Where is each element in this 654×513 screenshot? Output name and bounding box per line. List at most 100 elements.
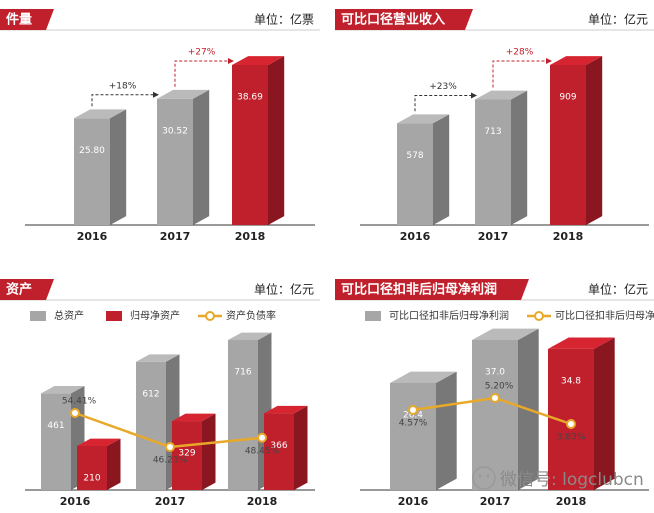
unit-label: 单位：亿元 <box>588 282 648 297</box>
bar-side <box>436 371 457 490</box>
unit-label: 单位：亿元 <box>254 282 314 297</box>
legend-label: 可比口径扣非后归母净利润率 <box>555 309 654 322</box>
value-label: 26.4 <box>403 410 423 420</box>
growth-arrowhead <box>228 58 234 64</box>
x-tick-label: 2016 <box>400 230 431 243</box>
bar-side <box>110 109 127 225</box>
value-label: 34.8 <box>561 376 581 386</box>
value-label: 37.0 <box>485 368 505 378</box>
value-label: 909 <box>559 93 576 103</box>
legend-marker <box>205 311 215 321</box>
line-point <box>165 442 175 452</box>
bar-top <box>472 328 539 340</box>
bar-side <box>268 56 285 226</box>
legend-label: 资产负债率 <box>226 309 276 322</box>
legend-label: 可比口径扣非后归母净利润 <box>389 309 509 322</box>
bar <box>472 340 518 490</box>
chart-panel: 件量 单位：亿票 2016 2017 2018 25.80 30.52 38.69 +18% +2… <box>0 9 320 243</box>
chart-title: 可比口径扣非后归母净利润 <box>341 282 497 298</box>
x-tick-label: 2018 <box>553 230 584 243</box>
x-tick-label: 2017 <box>480 495 511 508</box>
value-label: 30.52 <box>162 126 188 136</box>
growth-label: +28% <box>506 48 534 58</box>
x-tick-label: 2016 <box>77 230 108 243</box>
value-label: 578 <box>406 151 423 161</box>
x-tick-label: 2017 <box>478 230 509 243</box>
bar-side <box>193 89 210 225</box>
chart-panel: 可比口径营业收入 单位：亿元 2016 2017 2018 578 713 909 +23% +2… <box>335 9 654 243</box>
legend-swatch <box>365 311 381 321</box>
legend-label: 总资产 <box>54 309 84 322</box>
bar-top <box>397 114 450 124</box>
bar-top <box>548 337 615 349</box>
line-point <box>70 408 80 418</box>
wechat-icon-eye <box>486 474 490 478</box>
chart-title: 可比口径营业收入 <box>341 12 445 28</box>
growth-arrow <box>492 60 546 88</box>
bar <box>136 361 166 490</box>
value-label: 25.80 <box>79 146 105 156</box>
growth-arrowhead <box>471 92 477 99</box>
title-banner <box>335 9 473 30</box>
bar-side <box>202 413 216 490</box>
line-point <box>257 432 267 443</box>
x-tick-label: 2017 <box>160 230 191 243</box>
bar <box>264 413 294 490</box>
growth-label: +18% <box>109 81 137 91</box>
value-label: 461 <box>47 421 64 431</box>
title-banner <box>0 9 54 30</box>
line-value-label: 46.23% <box>153 456 188 466</box>
line-value-label: 3.83% <box>557 433 586 443</box>
value-label: 329 <box>178 449 195 459</box>
chart-title: 资产 <box>6 282 32 298</box>
bar <box>550 65 586 225</box>
x-tick-label: 2016 <box>60 495 91 508</box>
legend-label: 归母净资产 <box>130 309 180 322</box>
line-point <box>408 404 418 415</box>
bar-top <box>136 354 180 362</box>
bar-side <box>294 405 308 490</box>
bar-top <box>475 90 528 100</box>
value-label: 38.69 <box>237 93 263 103</box>
x-tick-label: 2018 <box>556 495 587 508</box>
line-value-label: 5.20% <box>485 382 514 392</box>
bar <box>74 118 110 225</box>
bar-top <box>390 371 457 383</box>
unit-label: 单位：亿票 <box>254 12 314 27</box>
bar <box>228 340 258 490</box>
growth-arrow <box>174 60 228 87</box>
bar-side <box>107 438 121 490</box>
legend-swatch <box>30 311 46 321</box>
x-tick-label: 2016 <box>398 495 429 508</box>
bar-top <box>550 56 603 65</box>
watermark: 微信号: logclubcn <box>472 466 644 490</box>
bar-top <box>232 56 285 65</box>
wechat-icon <box>472 466 496 490</box>
bar <box>77 446 107 490</box>
bar-top <box>228 332 272 340</box>
bar-top <box>264 405 308 414</box>
chart-panel: 资产 单位：亿元 2016 2017 2018 461 612 716 210 329 366 总资产… <box>0 279 320 508</box>
bar-side <box>586 56 603 226</box>
growth-label: +23% <box>429 82 457 92</box>
x-tick-label: 2018 <box>247 495 278 508</box>
bar-top <box>74 109 127 119</box>
line-point <box>490 393 500 403</box>
bar <box>232 65 268 225</box>
value-label: 612 <box>142 389 159 399</box>
value-label: 716 <box>234 368 251 378</box>
bar <box>475 99 511 225</box>
value-label: 713 <box>484 127 501 137</box>
x-tick-label: 2018 <box>235 230 266 243</box>
bar-top <box>41 385 85 394</box>
growth-label: +27% <box>188 48 216 58</box>
unit-label: 单位：亿元 <box>588 12 648 27</box>
bar-side <box>594 337 615 490</box>
value-label: 366 <box>270 441 287 451</box>
bar <box>172 421 202 490</box>
legend-swatch <box>106 311 122 321</box>
line-value-label: 4.57% <box>399 418 428 428</box>
bar-side <box>511 90 528 225</box>
bar <box>397 123 433 225</box>
bar <box>157 98 193 225</box>
